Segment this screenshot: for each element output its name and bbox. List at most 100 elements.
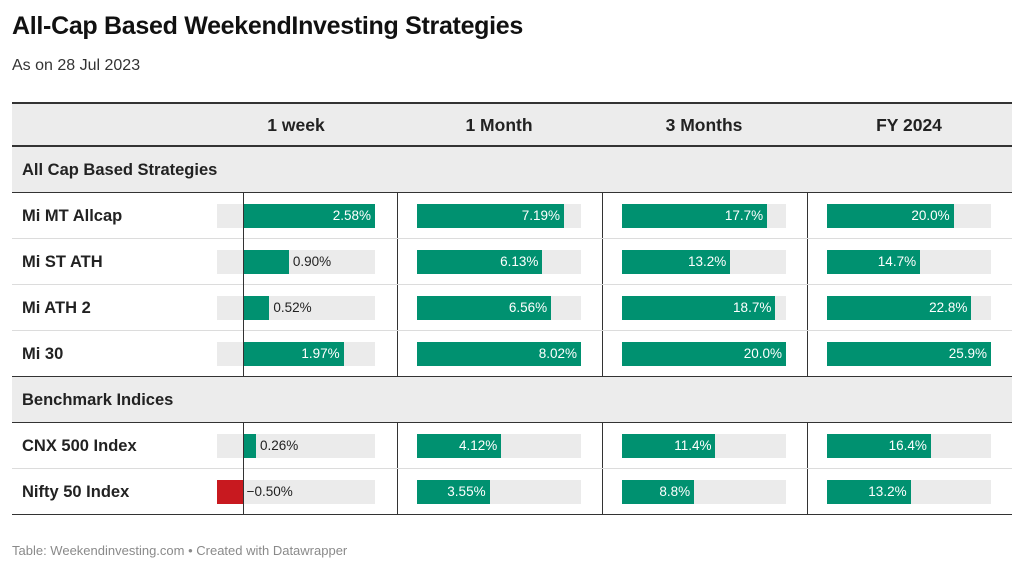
value-cell: 18.7% xyxy=(622,296,786,320)
zero-line xyxy=(242,423,244,469)
column-separator xyxy=(397,331,398,376)
column-header-1-week: 1 week xyxy=(267,115,325,135)
positive-bar xyxy=(622,434,716,458)
row-label: Mi 30 xyxy=(22,345,64,363)
value-cell: 25.9% xyxy=(827,342,991,366)
positive-bar xyxy=(622,204,768,228)
value-label: 8.02% xyxy=(538,346,577,361)
value-cell: 13.2% xyxy=(827,480,991,504)
column-header-3-months: 3 Months xyxy=(665,115,743,135)
value-cell: 6.13% xyxy=(417,250,581,274)
chart-title: All-Cap Based WeekendInvesting Strategie… xyxy=(12,12,524,40)
table-row: Nifty 50 Index −0.50% 3.55% 8.8% 13.2% xyxy=(12,469,1012,515)
value-cell: 14.7% xyxy=(827,250,991,274)
table-body: All Cap Based Strategies Mi MT Allcap 2.58… xyxy=(12,147,1012,515)
table-row: Mi MT Allcap 2.58% 7.19% 17.7% 20.0% xyxy=(12,193,1012,239)
value-cell: 1.97% xyxy=(217,331,375,377)
group-label: Benchmark Indices xyxy=(22,391,174,409)
value-cell: 16.4% xyxy=(827,434,991,458)
strategy-returns-table: 1 week 1 Month 3 Months FY 2024 All Cap Bas… xyxy=(12,102,1012,515)
positive-bar xyxy=(417,434,502,458)
value-label: 14.7% xyxy=(877,254,917,269)
positive-bar xyxy=(827,204,954,228)
value-label: 2.58% xyxy=(332,208,371,223)
row-label: Mi ATH 2 xyxy=(22,299,91,317)
column-separator xyxy=(397,423,398,468)
value-label: 0.90% xyxy=(292,254,332,269)
value-cell: 0.90% xyxy=(217,239,375,285)
value-label: 7.19% xyxy=(521,208,561,223)
value-label: 8.8% xyxy=(659,484,691,499)
group-header: All Cap Based Strategies xyxy=(12,147,1012,193)
value-cell: 20.0% xyxy=(622,342,786,366)
value-cell: 0.26% xyxy=(217,423,375,469)
value-cell: 17.7% xyxy=(622,204,786,228)
column-separator xyxy=(397,285,398,330)
column-separator xyxy=(602,469,603,514)
positive-bar xyxy=(417,342,581,366)
column-header-fy-2024: FY 2024 xyxy=(876,115,942,135)
positive-bar xyxy=(417,250,543,274)
column-separator xyxy=(397,239,398,284)
column-separator xyxy=(807,423,808,468)
value-cell: 22.8% xyxy=(827,296,991,320)
column-separator xyxy=(602,285,603,330)
row-label: Nifty 50 Index xyxy=(22,483,130,501)
positive-bar xyxy=(417,296,552,320)
positive-bar xyxy=(242,204,375,228)
positive-bar xyxy=(622,250,731,274)
positive-bar xyxy=(622,480,695,504)
positive-bar xyxy=(827,296,972,320)
column-separator xyxy=(602,239,603,284)
positive-bar xyxy=(622,342,786,366)
negative-bar xyxy=(217,480,243,504)
chart-subtitle: As on 28 Jul 2023 xyxy=(12,57,141,74)
column-separator xyxy=(602,423,603,468)
column-separator xyxy=(807,469,808,514)
zero-line xyxy=(242,193,244,239)
positive-bar xyxy=(827,342,991,366)
value-label: 13.2% xyxy=(687,254,727,269)
value-label: 13.2% xyxy=(868,484,907,499)
positive-bar xyxy=(417,204,565,228)
value-label: 17.7% xyxy=(724,208,764,223)
value-cell: 2.58% xyxy=(217,193,375,239)
table-header: 1 week 1 Month 3 Months FY 2024 xyxy=(12,102,1012,147)
zero-line xyxy=(242,331,244,377)
value-cell: 6.56% xyxy=(417,296,581,320)
zero-line xyxy=(242,239,244,285)
value-cell: −0.50% xyxy=(217,469,375,515)
value-label: 1.97% xyxy=(301,346,340,361)
row-label: CNX 500 Index xyxy=(22,437,137,455)
chart-footer: Table: Weekendinvesting.com • Created wi… xyxy=(12,543,348,558)
group-label: All Cap Based Strategies xyxy=(22,161,218,179)
column-separator xyxy=(602,193,603,238)
value-cell: 13.2% xyxy=(622,250,786,274)
positive-bar xyxy=(417,480,490,504)
value-cell: 7.19% xyxy=(417,204,581,228)
value-cell: 0.52% xyxy=(217,285,375,331)
column-separator xyxy=(807,285,808,330)
column-separator xyxy=(397,193,398,238)
positive-bar xyxy=(827,250,921,274)
value-label: 20.0% xyxy=(911,208,950,223)
zero-line xyxy=(242,285,244,331)
value-cell: 11.4% xyxy=(622,434,786,458)
column-separator xyxy=(807,193,808,238)
value-label: 11.4% xyxy=(674,438,712,453)
row-label: Mi MT Allcap xyxy=(22,207,123,225)
value-label: 6.13% xyxy=(500,254,539,269)
value-label: 3.55% xyxy=(447,484,486,499)
positive-bar xyxy=(242,250,289,274)
value-label: 6.56% xyxy=(508,300,548,315)
column-separator xyxy=(807,239,808,284)
table-row: Mi 30 1.97% 8.02% 20.0% 25.9% xyxy=(12,331,1012,377)
positive-bar xyxy=(622,296,776,320)
group-header: Benchmark Indices xyxy=(12,377,1012,423)
positive-bar xyxy=(242,434,256,458)
column-header-1-month: 1 Month xyxy=(465,115,533,135)
positive-bar xyxy=(827,480,911,504)
column-separator xyxy=(602,331,603,376)
value-label: 18.7% xyxy=(733,300,772,315)
value-label: −0.50% xyxy=(246,484,293,499)
